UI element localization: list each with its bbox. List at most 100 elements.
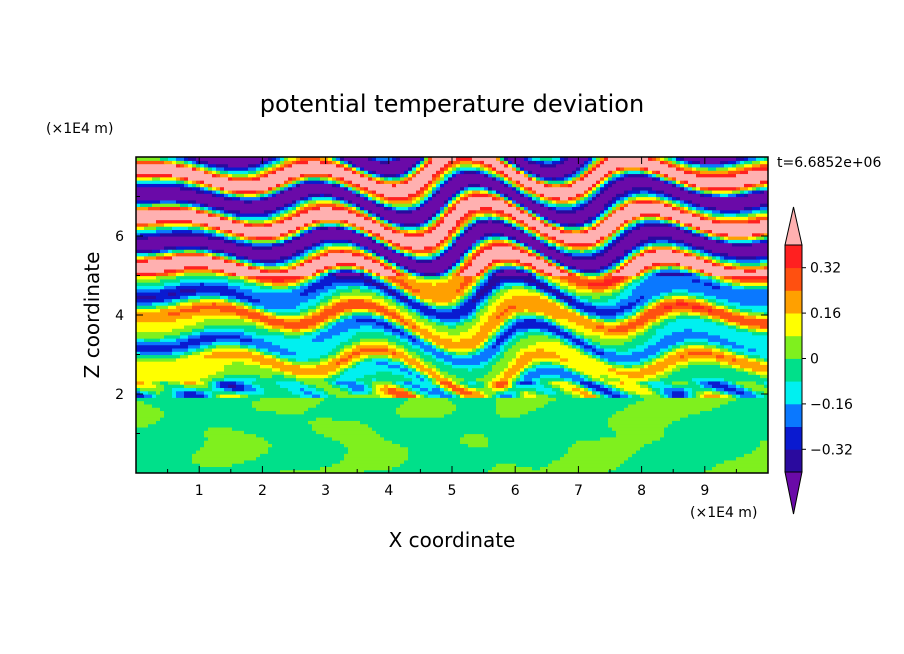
contour-cell [564,390,573,395]
contour-cell [520,338,561,342]
contour-cell [536,236,541,240]
contour-cell [600,390,605,395]
contour-cell [360,189,365,194]
contour-cell [460,301,465,306]
contour-cell [488,440,577,444]
contour-cell [484,236,489,240]
contour-cell [196,166,201,171]
contour-cell [152,176,161,181]
contour-cell [536,189,585,194]
contour-cell [136,160,165,165]
contour-cell [388,255,409,260]
contour-cell [480,216,489,221]
contour-cell [544,176,553,181]
contour-cell [376,430,617,435]
contour-cell [240,334,253,339]
contour-cell [380,387,389,392]
contour-cell [332,321,337,326]
contour-cell [628,229,633,234]
contour-cell [580,275,589,280]
contour-cell [360,249,365,254]
contour-cell [400,245,405,250]
contour-cell [708,331,753,336]
contour-cell [408,387,413,392]
contour-cell [484,295,489,300]
contour-cell [680,166,685,171]
contour-cell [664,311,669,316]
contour-cell [548,199,553,204]
contour-cell [588,222,593,227]
contour-cell [284,209,289,214]
contour-cell [716,278,721,283]
contour-cell [408,328,413,333]
contour-cell [604,357,609,362]
contour-cell [616,430,665,435]
contour-cell [412,176,433,181]
contour-cell [724,212,737,217]
contour-cell [368,390,373,395]
contour-cell [612,245,633,250]
contour-cell [280,163,285,168]
contour-cell [284,186,289,191]
contour-cell [328,180,333,184]
contour-cell [276,219,281,224]
contour-cell [540,295,549,300]
contour-cell [552,285,557,290]
contour-cell [628,278,633,283]
contour-cell [276,357,281,362]
contour-cell [456,199,461,204]
contour-cell [532,236,537,240]
contour-cell [556,226,561,231]
contour-cell [244,232,281,237]
contour-cell [376,311,381,316]
contour-cell [612,212,641,217]
contour-cell [712,209,721,214]
contour-cell [488,265,493,270]
contour-cell [452,209,469,214]
contour-cell [220,236,225,240]
contour-cell [648,193,657,198]
contour-cell [228,193,233,198]
contour-cell [564,324,569,329]
contour-cell [368,173,373,178]
contour-cell [472,193,489,198]
contour-cell [752,209,761,214]
contour-cell [724,321,729,326]
contour-cell [172,351,185,356]
contour-cell [300,180,305,184]
contour-cell [432,196,449,201]
contour-cell [496,157,501,161]
contour-cell [756,255,768,260]
contour-cell [164,387,173,392]
contour-cell [248,308,257,313]
contour-cell [396,384,401,389]
contour-cell [332,176,337,181]
contour-cell [440,212,445,217]
contour-cell [620,222,625,227]
contour-cell [708,249,713,254]
contour-cell [512,219,517,224]
contour-cell [236,189,257,194]
contour-cell [568,265,573,270]
contour-cell [396,268,401,273]
contour-cell [356,344,389,349]
contour-cell [560,275,581,280]
contour-cell [376,301,381,306]
contour-cell [488,189,493,194]
contour-cell [400,403,457,408]
contour-cell [392,380,397,385]
contour-cell [260,193,265,198]
contour-cell [260,384,281,389]
contour-cell [468,229,521,234]
contour-cell [568,173,573,178]
contour-cell [504,331,513,336]
contour-cell [740,209,753,214]
contour-cell [336,380,357,385]
contour-cell [412,163,417,168]
contour-cell [228,298,237,303]
contour-cell [432,255,437,260]
contour-cell [564,180,569,184]
contour-cell [228,285,241,290]
contour-cell [520,262,525,267]
contour-cell [236,380,245,385]
